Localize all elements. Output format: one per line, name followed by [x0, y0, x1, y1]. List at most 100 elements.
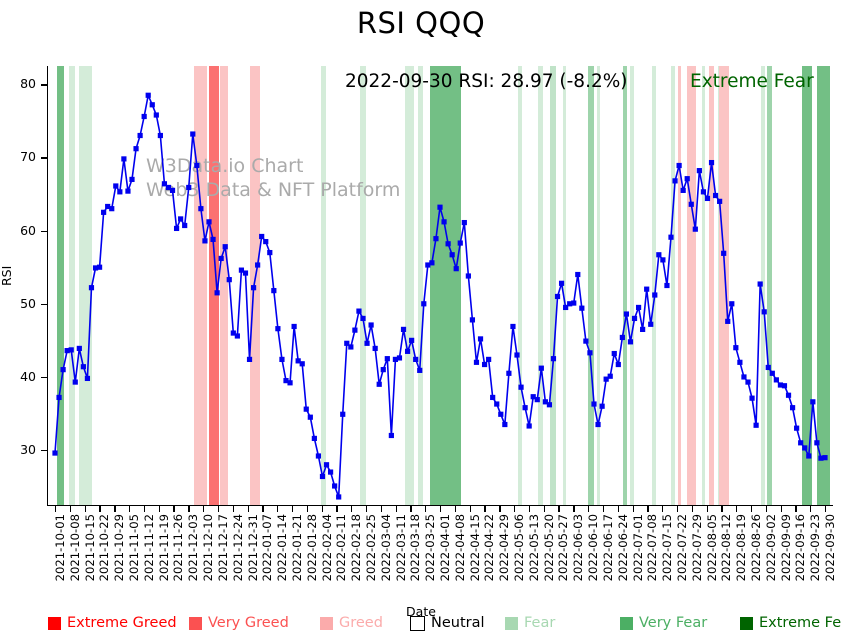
x-tick [188, 506, 190, 512]
rsi-data-point [352, 327, 358, 333]
rsi-data-point [145, 92, 151, 98]
x-tick [365, 506, 368, 512]
x-tick [336, 506, 338, 512]
x-tick [291, 506, 294, 512]
x-tick-label: 2022-08-19 [734, 514, 749, 582]
rsi-data-point [153, 112, 159, 118]
sentiment-band [686, 66, 697, 505]
x-tick-label: 2022-07-22 [674, 514, 689, 582]
rsi-data-point [607, 373, 613, 379]
rsi-data-point [92, 265, 99, 271]
x-tick [514, 506, 516, 512]
rsi-data-point [644, 286, 650, 292]
rsi-data-point [380, 367, 386, 373]
rsi-data-point [798, 440, 804, 446]
rsi-data-point [449, 252, 455, 258]
sentiment-band [404, 66, 415, 505]
x-tick-label: 2022-07-15 [660, 514, 675, 582]
y-tick [41, 303, 48, 306]
y-axis-line [47, 66, 49, 506]
x-tick-label: 2022-09-02 [763, 514, 778, 582]
rsi-data-point [404, 348, 411, 354]
rsi-data-point [502, 421, 508, 428]
rsi-data-point [202, 238, 208, 244]
rsi-data-point [56, 394, 62, 401]
rsi-data-point [631, 315, 638, 322]
rsi-data-point [364, 340, 370, 346]
rsi-data-point [384, 356, 390, 362]
rsi-data-point [283, 378, 289, 384]
rsi-data-point [157, 132, 163, 139]
rsi-data-point [522, 405, 528, 411]
legend-item[interactable]: Fear [505, 615, 555, 631]
x-tick [114, 506, 116, 512]
rsi-data-point [717, 198, 723, 204]
rsi-data-point [392, 356, 399, 362]
rsi-data-point [356, 308, 362, 314]
y-tick [41, 376, 48, 379]
rsi-data-point [781, 383, 788, 389]
x-axis-line [47, 505, 833, 507]
rsi-data-point [109, 206, 115, 212]
legend-item[interactable]: Extreme Greed [48, 615, 177, 631]
x-tick-label: 2022-02-11 [334, 514, 349, 582]
rsi-data-point [295, 358, 301, 364]
rsi-data-point [165, 184, 172, 191]
rsi-data-point [421, 301, 427, 307]
legend-item[interactable]: Neutral [410, 615, 485, 631]
x-tick [232, 506, 234, 512]
x-tick [262, 506, 264, 512]
x-tick-label: 2022-01-14 [275, 514, 290, 582]
rsi-data-point [453, 266, 459, 272]
rsi-data-point [490, 394, 496, 401]
sentiment-band [596, 66, 600, 505]
legend-item[interactable]: Very Greed [189, 615, 289, 631]
x-tick [588, 506, 590, 512]
rsi-data-point [668, 234, 674, 240]
rsi-data-point [729, 301, 735, 307]
rsi-data-point [765, 364, 771, 371]
x-tick-label: 2022-07-29 [689, 514, 704, 582]
rsi-data-point [72, 379, 78, 385]
rsi-data-point [222, 244, 228, 250]
legend-item[interactable]: Extreme Fear [740, 615, 842, 631]
legend-label: Neutral [431, 615, 485, 631]
legend-item[interactable]: Very Fear [620, 615, 707, 631]
sentiment-state-annotation: Extreme Fear [690, 71, 814, 92]
x-tick-label: 2022-05-20 [541, 514, 556, 582]
sentiment-band [320, 66, 326, 505]
x-tick-label: 2022-08-12 [719, 514, 734, 582]
rsi-data-point [76, 345, 82, 352]
sentiment-band [563, 66, 567, 505]
rsi-data-point [137, 132, 143, 139]
rsi-data-point [619, 334, 625, 341]
x-tick-label: 2022-07-08 [645, 514, 660, 582]
sentiment-band [220, 66, 228, 505]
rsi-data-point [88, 285, 95, 291]
x-tick-label: 2022-05-06 [512, 514, 527, 582]
rsi-data-point [745, 379, 751, 385]
legend-item[interactable]: Greed [320, 615, 383, 631]
rsi-data-point [688, 201, 694, 207]
rsi-data-point [526, 423, 532, 429]
plot-area: W3Data.io Chart Web3 Data & NFT Platform [48, 66, 832, 505]
x-tick-label: 2022-06-03 [571, 514, 586, 582]
x-tick-label: 2021-12-10 [201, 514, 216, 582]
rsi-data-point [52, 450, 58, 456]
rsi-data-point [315, 453, 322, 459]
sentiment-band [817, 66, 830, 505]
rsi-data-point [429, 260, 435, 266]
rsi-data-point [761, 309, 767, 315]
x-tick [454, 506, 457, 512]
x-tick [440, 506, 442, 512]
rsi-data-point [117, 189, 123, 195]
rsi-data-point [218, 255, 224, 262]
rsi-data-point [291, 323, 297, 330]
x-tick [528, 506, 531, 512]
sentiment-band [79, 66, 92, 505]
x-tick-label: 2022-09-23 [808, 514, 823, 582]
rsi-data-point [182, 222, 188, 229]
x-tick-label: 2021-10-08 [67, 514, 82, 582]
x-tick-label: 2022-03-18 [408, 514, 423, 582]
legend-swatch-icon [505, 616, 518, 630]
